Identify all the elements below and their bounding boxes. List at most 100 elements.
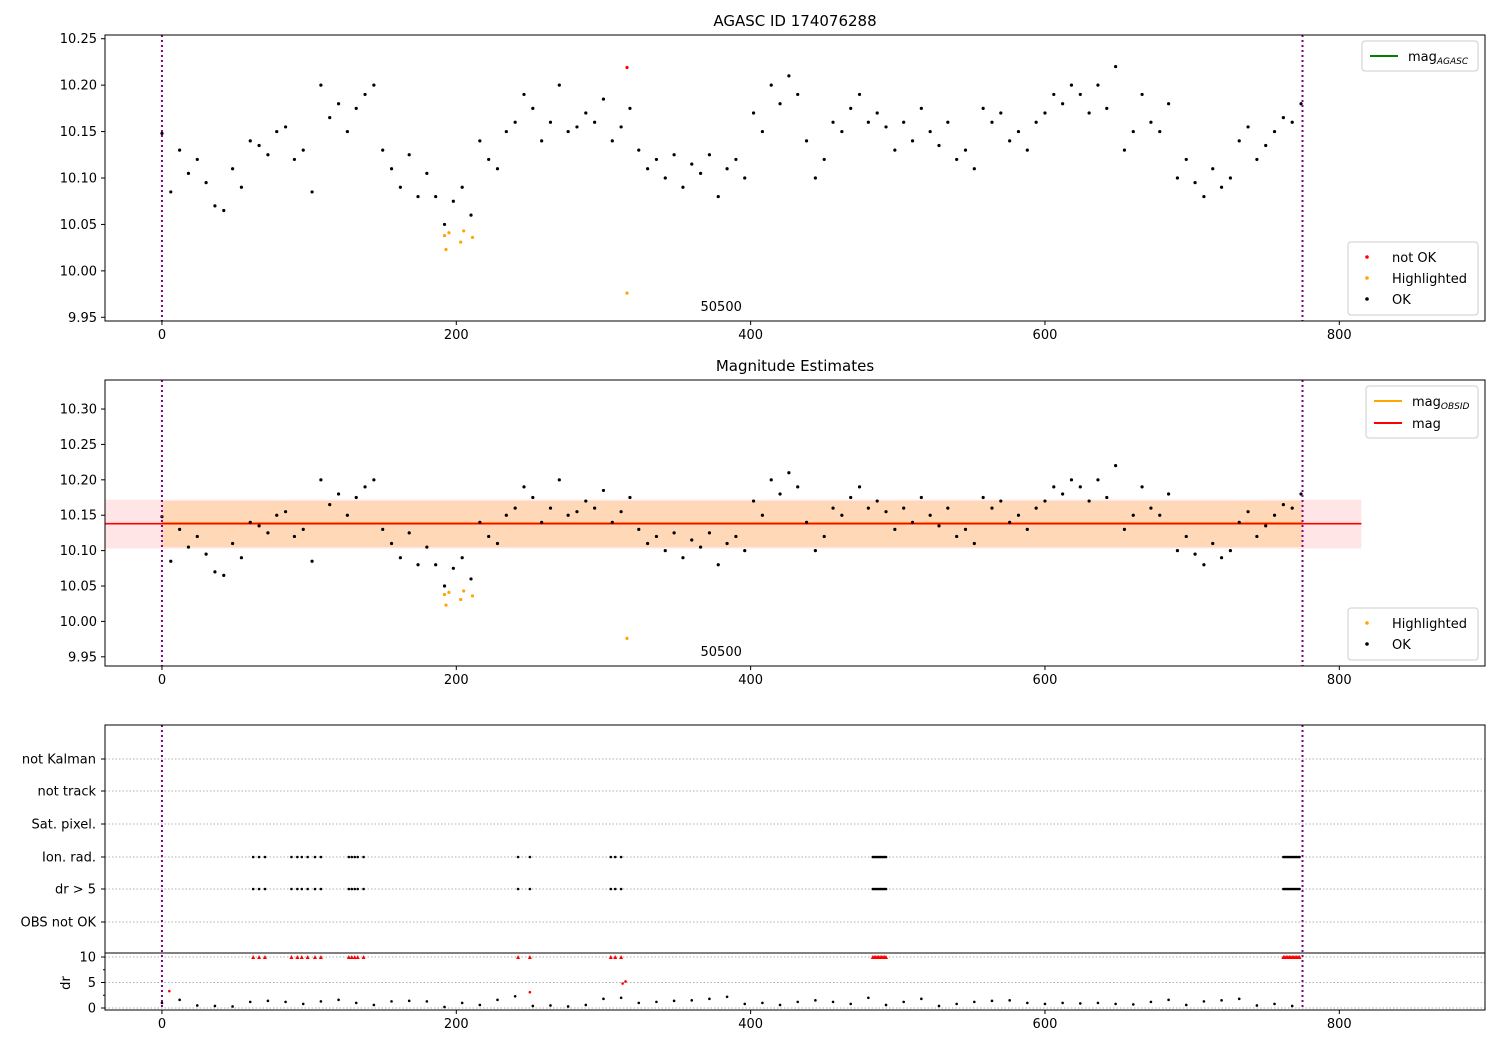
ok-point [1008,139,1012,143]
legend-points [1347,607,1479,661]
ok-point [487,534,491,539]
dr-point [814,999,817,1002]
category-label: Sat. pixel. [32,818,96,833]
ok-point [328,502,332,507]
ok-point [769,478,773,482]
ok-point [248,139,252,143]
ok-point [1184,534,1188,539]
dr-point [1290,1004,1294,1008]
ok-point [593,506,597,510]
ok-point [451,566,455,570]
highlighted-point [625,636,629,640]
dr-point [1131,1003,1135,1006]
dr-flag-marker [619,955,624,959]
flag-point [619,855,623,859]
dr-point [390,1000,393,1003]
ok-point [416,563,420,567]
ok-point [310,559,314,563]
dr-point [973,1000,976,1004]
legend-point-swatch [1365,297,1369,301]
ok-point [725,541,729,546]
dr-red-point [168,989,171,993]
ok-point [169,559,173,563]
flag-point [263,855,267,859]
ok-point [1078,92,1082,97]
ok-point [345,129,349,134]
dr-tick-label: 10 [79,951,96,966]
ok-point [495,541,500,546]
y-tick-label: 10.10 [60,544,97,559]
y-tick-label: 10.25 [60,438,97,453]
dr-axis-label: dr [59,976,74,990]
dr-flag-marker [516,955,521,959]
ok-point [981,495,985,500]
dr-point [1043,1002,1047,1006]
ok-point [681,556,685,560]
ok-point [230,167,235,171]
ok-point [1193,181,1197,185]
dr-point [319,1000,323,1003]
ok-point [239,556,244,560]
dr-flag-marker [295,955,300,959]
ok-point [1281,116,1285,120]
ok-point [972,541,976,546]
ok-point [787,74,791,78]
dr-point [602,997,605,1001]
ok-point [1087,111,1091,115]
legend-label-sub: OBSID [1441,402,1470,412]
ok-point [1016,513,1021,517]
ok-point [1281,502,1285,507]
ok-point [1202,194,1206,199]
ok-point [531,495,535,500]
flag-point [319,887,323,891]
x-tick-label: 0 [158,673,166,688]
legend-point-swatch [1365,255,1369,259]
ok-point [698,545,703,549]
ok-point [275,513,279,517]
ok-point [1255,534,1259,539]
ok-point [372,83,376,87]
highlighted-point [444,603,448,607]
dr-red-point [528,990,532,994]
dr-flag-marker [305,955,310,959]
ok-point [1175,549,1180,553]
ok-point [866,506,870,510]
ok-point [425,545,429,549]
ok-point [1149,506,1153,510]
ok-point [1052,485,1056,489]
ok-point [381,527,385,531]
legend-label: OK [1392,293,1411,308]
ok-point [451,199,455,203]
ok-point [875,111,879,115]
legend-label: mag [1412,417,1441,432]
ok-point [504,129,508,134]
ok-point [831,120,835,124]
dr-point [496,998,499,1002]
flag-point [609,855,613,859]
x-tick-label: 800 [1327,1017,1352,1032]
ok-point [990,506,994,510]
ok-point [407,531,411,535]
ok-point [875,499,879,503]
chart-title: AGASC ID 174076288 [713,12,876,30]
ok-point [381,148,385,152]
dr-point [1184,1003,1188,1007]
flag-point [1298,887,1301,891]
ok-point [354,106,358,110]
y-tick-label: 10.10 [60,172,97,187]
ok-point [1219,185,1224,189]
dr-point [867,996,870,1000]
dr-point [1008,999,1011,1002]
ok-point [822,534,826,539]
ok-point [999,499,1003,503]
dr-point [248,1000,252,1004]
flag-point [300,855,304,859]
ok-point [619,125,623,129]
ok-point [928,513,932,517]
ok-point [301,527,305,531]
ok-point [469,577,473,581]
ok-point [319,478,323,482]
ok-point [548,120,553,124]
ok-point [469,213,473,217]
dr-point [478,1003,482,1007]
